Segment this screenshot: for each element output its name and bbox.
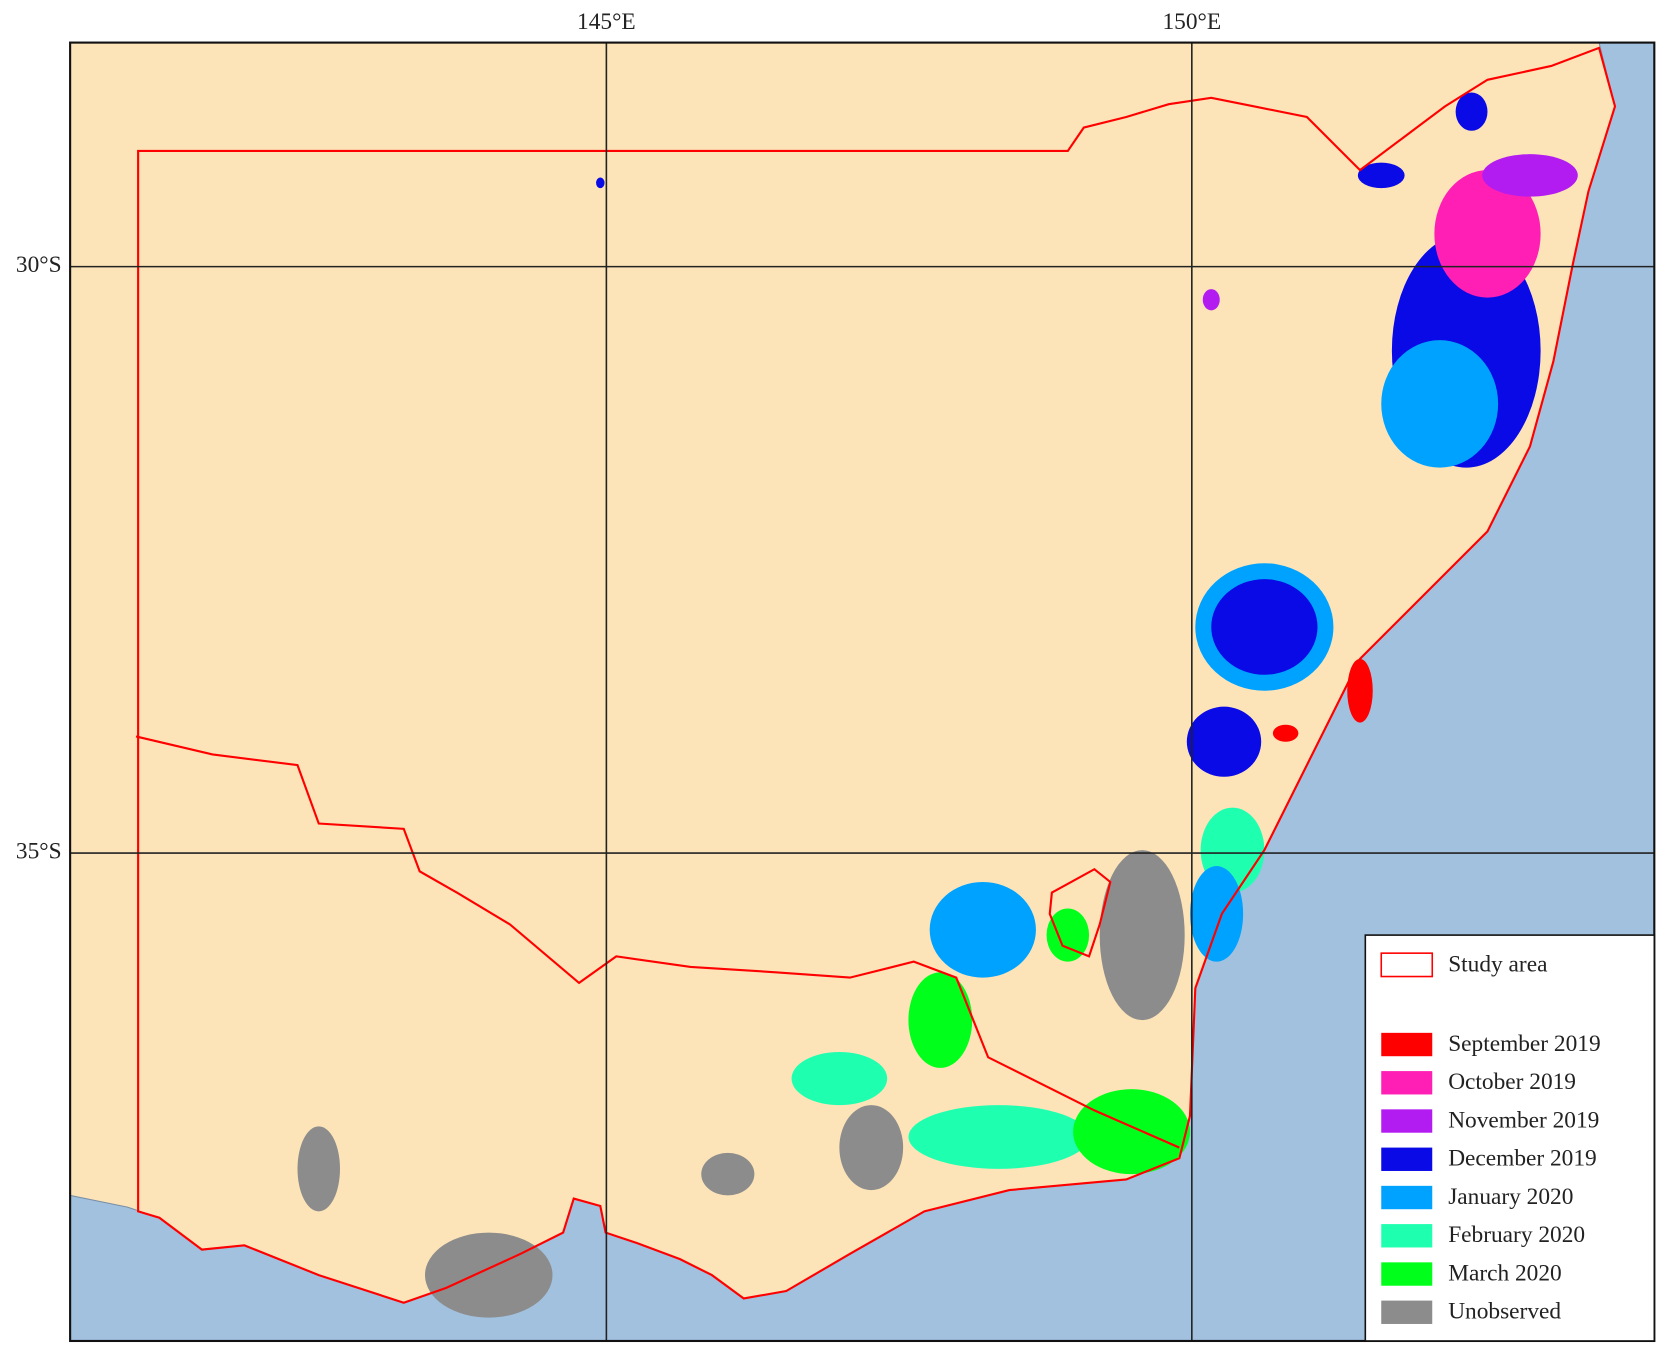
graticule: 145°E 150°E 30°S 35°S <box>16 9 1655 1341</box>
burn-area <box>701 1152 755 1196</box>
legend-label: October 2019 <box>1448 1069 1576 1095</box>
legend-label: Unobserved <box>1448 1299 1561 1325</box>
burn-area <box>1073 1089 1190 1175</box>
burn-area <box>929 881 1036 978</box>
legend-swatch <box>1381 1147 1433 1171</box>
burn-area <box>1272 724 1299 742</box>
burn-area <box>1190 866 1244 962</box>
burn-area <box>1347 658 1373 723</box>
state-border <box>135 735 1180 1149</box>
burn-area <box>297 1126 340 1212</box>
burn-area <box>908 972 973 1068</box>
legend-label: Study area <box>1448 951 1548 977</box>
burn-area <box>908 1105 1090 1169</box>
burn-area <box>1202 289 1220 311</box>
map-frame <box>69 41 1656 1343</box>
burn-area <box>1099 850 1185 1021</box>
legend-label: January 2020 <box>1448 1184 1573 1210</box>
legend-swatch <box>1381 1262 1433 1286</box>
legend-label: March 2020 <box>1448 1260 1562 1286</box>
longitude-label: 150°E <box>1162 9 1221 35</box>
legend-label: November 2019 <box>1448 1107 1599 1133</box>
burn-area <box>1434 170 1541 298</box>
legend: Study area September 2019 October 2019 Nove… <box>1364 934 1656 1342</box>
burn-area <box>1211 579 1318 675</box>
latitude-label: 35°S <box>16 838 62 864</box>
burn-area <box>839 1105 904 1191</box>
legend-swatch <box>1381 1109 1433 1133</box>
burn-area <box>1482 154 1578 197</box>
act-border <box>1048 867 1112 958</box>
burn-area <box>1186 706 1262 777</box>
legend-label: February 2020 <box>1448 1222 1585 1248</box>
legend-label: December 2019 <box>1448 1146 1597 1172</box>
burn-area <box>1046 908 1090 962</box>
burn-area <box>1455 92 1488 131</box>
legend-swatch <box>1381 1224 1433 1248</box>
longitude-label: 145°E <box>577 9 636 35</box>
burn-area <box>791 1051 888 1106</box>
legend-swatch <box>1381 1185 1433 1210</box>
latitude-label: 30°S <box>16 252 62 278</box>
legend-swatch <box>1381 1300 1433 1324</box>
legend-swatch <box>1381 1032 1433 1057</box>
legend-swatch <box>1381 1071 1433 1095</box>
study-area-boundary <box>137 46 1617 1304</box>
burn-area <box>596 177 605 189</box>
burn-area <box>425 1232 553 1318</box>
legend-label: September 2019 <box>1448 1031 1600 1057</box>
study-area-outline <box>135 46 1617 1304</box>
burn-area <box>1381 340 1499 468</box>
legend-swatch <box>1380 952 1434 978</box>
burn-area <box>1357 162 1405 189</box>
